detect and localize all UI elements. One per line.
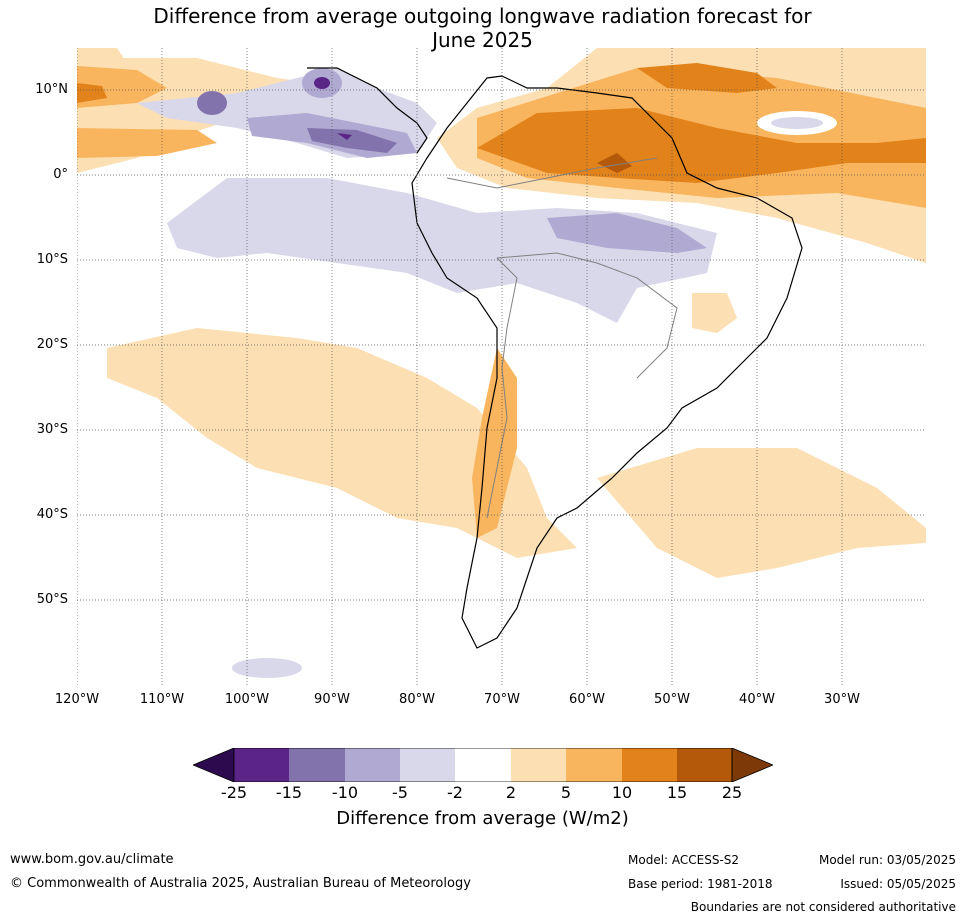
lat-label-10s: 10°S xyxy=(36,252,68,267)
lat-label-30s: 30°S xyxy=(36,422,68,437)
lon-label-50w: 50°W xyxy=(654,692,690,707)
positive-anomaly-south-pacific xyxy=(107,328,577,558)
colorbar-tick-8: 10 xyxy=(611,783,633,802)
negative-anomaly-south-pacific-cell xyxy=(232,658,302,678)
colorbar-swatch-6 xyxy=(511,748,566,782)
title-line-1: Difference from average outgoing longwav… xyxy=(153,4,812,28)
colorbar xyxy=(193,748,773,782)
lat-label-10n: 10°N xyxy=(35,82,68,97)
anomaly-map xyxy=(77,48,926,685)
south-america-coastline xyxy=(411,75,803,649)
lon-label-70w: 70°W xyxy=(484,692,520,707)
lon-label-100w: 100°W xyxy=(224,692,270,707)
colorbar-tick-6: 2 xyxy=(505,783,517,802)
colorbar-swatch-1 xyxy=(234,748,289,782)
colorbar-label: Difference from average (W/m2) xyxy=(336,808,629,829)
positive-anomaly-east-pacific-10 xyxy=(77,83,107,103)
positive-anomaly-brazil xyxy=(692,293,737,333)
boundary-amazon xyxy=(496,252,678,379)
lon-label-120w: 120°W xyxy=(54,692,100,707)
negative-anomaly-itcz-15 xyxy=(337,133,352,140)
copyright-text: © Commonwealth of Australia 2025, Austra… xyxy=(10,876,471,891)
lon-label-60w: 60°W xyxy=(569,692,605,707)
anomaly-shading xyxy=(77,48,926,678)
negative-anomaly-itcz-10 xyxy=(307,128,397,153)
positive-anomaly-atlantic-15 xyxy=(597,153,632,173)
colorbar-tick-10: 25 xyxy=(721,783,743,802)
positive-anomaly-atlantic-10 xyxy=(477,108,926,183)
lon-label-40w: 40°W xyxy=(739,692,775,707)
colorbar-tick-7: 5 xyxy=(560,783,572,802)
colorbar-swatch-7 xyxy=(566,748,622,782)
website-link[interactable]: www.bom.gov.au/climate xyxy=(10,852,174,867)
colorbar-tick-2: -15 xyxy=(275,783,303,802)
boundary-andes xyxy=(486,257,518,519)
base-period-text: Base period: 1981-2018 xyxy=(628,877,773,891)
lat-label-20s: 20°S xyxy=(36,337,68,352)
colorbar-arrow-max xyxy=(731,748,773,782)
colorbar-swatch-9 xyxy=(677,748,732,782)
lon-label-30w: 30°W xyxy=(824,692,860,707)
boundary-north xyxy=(446,157,658,189)
lon-label-80w: 80°W xyxy=(399,692,435,707)
negative-anomaly-cell-2 xyxy=(197,91,227,115)
positive-anomaly-south-atlantic xyxy=(597,448,926,578)
colorbar-tick-9: 15 xyxy=(666,783,688,802)
colorbar-tick-4: -5 xyxy=(392,783,408,802)
colorbar-arrow-min xyxy=(193,748,235,782)
colorbar-tick-1: -25 xyxy=(220,783,248,802)
negative-anomaly-south-tropics xyxy=(167,178,717,323)
positive-anomaly-east-pacific-band xyxy=(77,128,217,158)
country-boundaries xyxy=(446,157,678,519)
negative-anomaly-atlantic-pocket-2 xyxy=(771,117,823,129)
title-line-2: June 2025 xyxy=(432,28,533,52)
colorbar-swatch-3 xyxy=(345,748,400,782)
colorbar-tick-5: -2 xyxy=(447,783,463,802)
negative-anomaly-cell-1-core xyxy=(314,77,330,89)
lat-label-0: 0° xyxy=(53,167,68,182)
colorbar-tick-3: -10 xyxy=(331,783,359,802)
coastlines xyxy=(307,67,803,649)
model-text: Model: ACCESS-S2 xyxy=(628,853,740,867)
colorbar-swatch-4 xyxy=(400,748,455,782)
boundaries-note: Boundaries are not considered authoritat… xyxy=(690,900,956,914)
colorbar-swatch-2 xyxy=(289,748,345,782)
positive-anomaly-atlantic-north xyxy=(637,63,777,93)
graticule xyxy=(77,48,926,685)
colorbar-swatch-8 xyxy=(622,748,677,782)
lon-label-90w: 90°W xyxy=(314,692,350,707)
model-run-text: Model run: 03/05/2025 xyxy=(818,853,956,867)
lat-label-40s: 40°S xyxy=(36,507,68,522)
lat-label-50s: 50°S xyxy=(36,592,68,607)
central-america-coastline xyxy=(307,67,428,154)
positive-anomaly-chile xyxy=(472,348,517,538)
lon-label-110w: 110°W xyxy=(139,692,185,707)
colorbar-swatch-5 xyxy=(455,748,511,782)
issued-text: Issued: 05/05/2025 xyxy=(840,877,956,891)
map-title: Difference from average outgoing longwav… xyxy=(0,4,965,52)
